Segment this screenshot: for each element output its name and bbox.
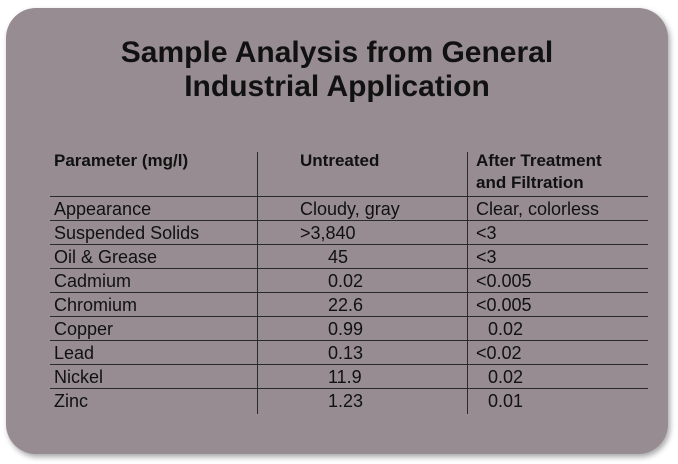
cell-parameter: Appearance (54, 199, 152, 219)
cell-parameter: Chromium (54, 295, 138, 315)
header-after-line-2: and Filtration (476, 173, 584, 192)
cell-parameter: Oil & Grease (54, 247, 158, 267)
header-after-line-1: After Treatment (476, 151, 602, 170)
column-divider-2 (467, 152, 468, 414)
row-rule (50, 268, 648, 269)
table-row: Copper 0.99 0.02 (6, 317, 668, 341)
table-row: Nickel 11.9 0.02 (6, 365, 668, 389)
title-line-1: Sample Analysis from General (120, 36, 554, 69)
cell-untreated: >3,840 (300, 223, 356, 243)
column-divider-1 (257, 152, 258, 414)
table-row: Chromium 22.6 <0.005 (6, 293, 668, 317)
cell-untreated: 22.6 (328, 295, 364, 315)
cell-after: <0.005 (476, 271, 532, 291)
cell-untreated: 0.02 (328, 271, 364, 291)
header-parameter: Parameter (mg/l) (54, 151, 189, 170)
row-rule (50, 316, 648, 317)
header-untreated: Untreated (300, 151, 380, 170)
cell-parameter: Lead (54, 343, 95, 363)
cell-untreated: 0.13 (328, 343, 364, 363)
table-row: Oil & Grease 45 <3 (6, 245, 668, 269)
row-rule (50, 388, 648, 389)
cell-after: <0.005 (476, 295, 532, 315)
cell-parameter: Zinc (54, 391, 89, 411)
page-title: Sample Analysis from General Industrial … (6, 36, 668, 104)
row-rule (50, 220, 648, 221)
table-row: Zinc 1.23 0.01 (6, 389, 668, 413)
cell-parameter: Nickel (54, 367, 104, 387)
row-rule (50, 244, 648, 245)
analysis-card: Sample Analysis from General Industrial … (6, 8, 668, 454)
cell-after: Clear, colorless (476, 199, 600, 219)
cell-after: <3 (476, 223, 497, 243)
table-row: Lead 0.13 <0.02 (6, 341, 668, 365)
cell-parameter: Copper (54, 319, 114, 339)
row-rule (50, 364, 648, 365)
cell-after: <0.02 (476, 343, 522, 363)
cell-after: 0.02 (488, 367, 524, 387)
table-row: Appearance Cloudy, gray Clear, colorless (6, 197, 668, 221)
table-row: Cadmium 0.02 <0.005 (6, 269, 668, 293)
cell-untreated: 45 (328, 247, 349, 267)
cell-untreated: Cloudy, gray (300, 199, 400, 219)
row-rule (50, 340, 648, 341)
cell-parameter: Cadmium (54, 271, 132, 291)
cell-after: 0.02 (488, 319, 524, 339)
cell-untreated: 11.9 (328, 367, 362, 387)
header-after-treatment: After Treatment and Filtration (476, 150, 602, 194)
table-row: Suspended Solids >3,840 <3 (6, 221, 668, 245)
header-rule (50, 196, 648, 197)
cell-untreated: 0.99 (328, 319, 364, 339)
cell-untreated: 1.23 (328, 391, 364, 411)
title-line-2: Industrial Application (184, 70, 490, 103)
row-rule (50, 292, 648, 293)
cell-after: <3 (476, 247, 497, 267)
cell-after: 0.01 (488, 391, 524, 411)
cell-parameter: Suspended Solids (54, 223, 200, 243)
